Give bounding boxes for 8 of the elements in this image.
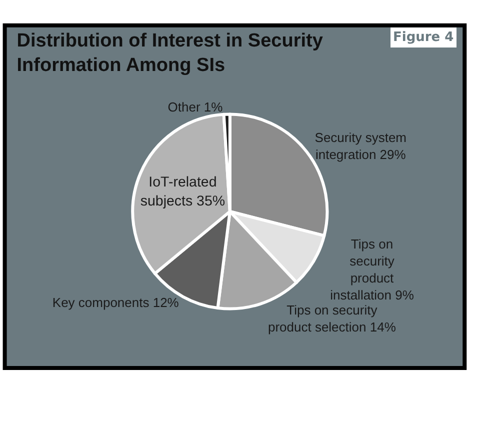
chart-title: Distribution of Interest in Security Information Among SIs	[16, 30, 324, 76]
slice-label: Tips on security product installation 9%	[330, 236, 414, 302]
slice-label: Other 1%	[168, 99, 224, 114]
caption: Figure 4	[393, 30, 454, 45]
slice-label: IoT-related subjects 35%	[140, 174, 226, 210]
slice-label: Security system integration 29%	[314, 130, 407, 162]
slice-label: Key components 12%	[52, 295, 180, 310]
slice-label: Tips on security product selection 14%	[268, 302, 396, 334]
